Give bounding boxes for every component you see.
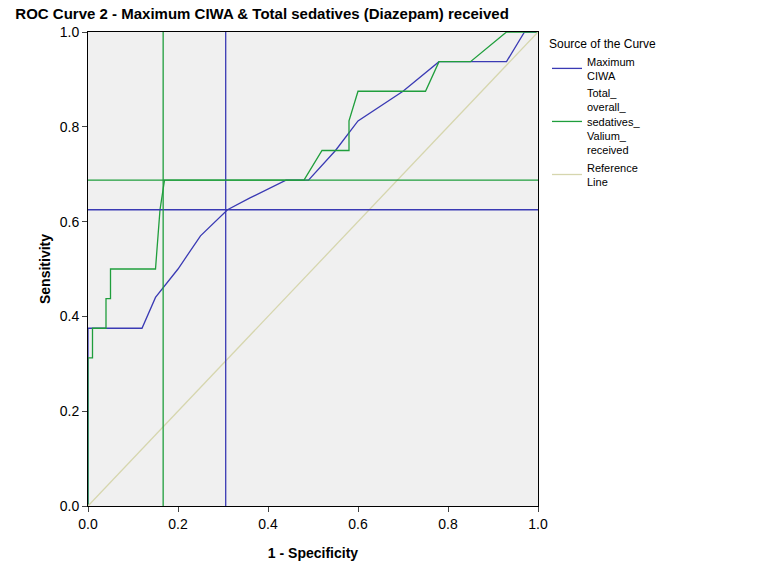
svg-text:ROC Curve 2 - Maximum CIWA & T: ROC Curve 2 - Maximum CIWA & Total sedat… [15,5,508,22]
svg-text:0.8: 0.8 [60,119,80,135]
svg-text:Total_overall_sedatives_Valium: Total_overall_sedatives_Valium_received [587,87,640,156]
svg-text:0.8: 0.8 [438,516,458,532]
svg-text:0.6: 0.6 [348,516,368,532]
svg-text:Sensitivity: Sensitivity [37,234,53,304]
svg-text:0.2: 0.2 [60,403,80,419]
svg-text:1.0: 1.0 [528,516,548,532]
svg-text:Source of the Curve: Source of the Curve [549,37,656,51]
svg-text:0.2: 0.2 [168,516,188,532]
svg-text:0.0: 0.0 [78,516,98,532]
svg-text:0.4: 0.4 [258,516,278,532]
svg-text:1 - Specificity: 1 - Specificity [268,545,358,561]
svg-text:0.6: 0.6 [60,214,80,230]
svg-text:ReferenceLine: ReferenceLine [587,162,638,188]
svg-text:MaximumCIWA: MaximumCIWA [587,56,635,82]
svg-text:1.0: 1.0 [60,24,80,40]
svg-text:0.0: 0.0 [60,498,80,514]
svg-text:0.4: 0.4 [60,308,80,324]
